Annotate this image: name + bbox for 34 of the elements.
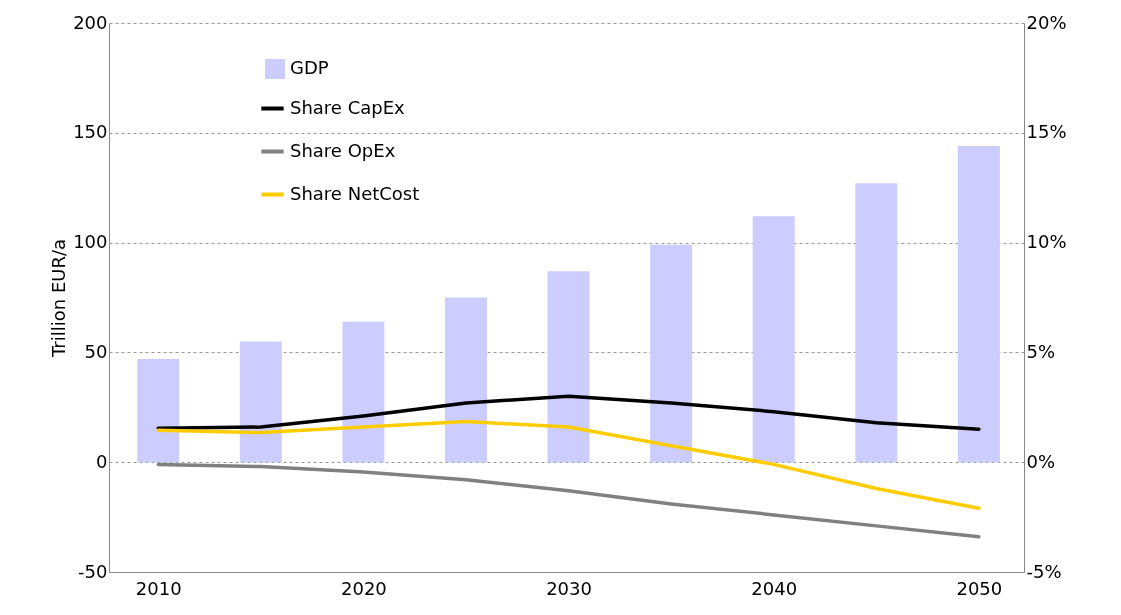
y-tick-label: 200 [73,11,108,33]
bar [957,145,1000,463]
bar [239,341,282,463]
bar [547,271,590,463]
bar [855,183,898,463]
bar [137,358,180,463]
y-axis-title: Trillion EUR/a [48,238,70,359]
y2-tick-label: 5% [1026,340,1056,362]
line-series [156,462,981,539]
y-tick-label: 150 [73,121,108,143]
legend-label: Share CapEx [290,96,406,118]
bar [342,321,385,463]
x-tick-label: 2040 [751,577,798,599]
y2-tick-label: 0% [1026,450,1056,472]
y-tick-label: 50 [84,340,108,362]
y2-tick-label: 20% [1026,11,1067,33]
y-tick-label: -50 [78,560,108,582]
legend-label: Share OpEx [290,139,396,161]
x-tick-label: 2010 [135,577,182,599]
line-series [156,419,981,511]
legend-label: Share NetCost [290,182,420,204]
bar [752,216,795,463]
y-tick-label: 0 [96,450,108,472]
legend-label: GDP [290,57,329,78]
y-tick-label: 100 [73,231,108,253]
y2-tick-label: 15% [1026,121,1067,143]
y2-tick-label: 10% [1026,231,1067,253]
line-series [156,394,981,432]
bar [650,244,693,463]
bar [444,297,487,463]
y2-tick-label: -5% [1026,560,1062,582]
x-tick-label: 2020 [340,577,387,599]
x-tick-label: 2050 [956,577,1003,599]
x-tick-label: 2030 [546,577,592,599]
